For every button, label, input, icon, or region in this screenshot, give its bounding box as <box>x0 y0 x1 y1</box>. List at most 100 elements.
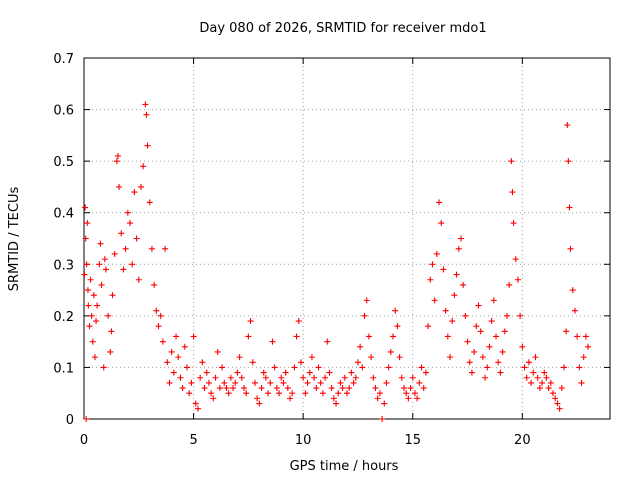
data-point <box>471 348 478 355</box>
data-point <box>510 220 517 227</box>
data-point <box>392 307 399 314</box>
data-point <box>550 390 557 397</box>
data-point <box>466 359 473 366</box>
data-point <box>383 379 390 386</box>
data-point <box>490 297 497 304</box>
data-point <box>143 111 150 118</box>
data-point <box>414 395 421 402</box>
data-point <box>234 369 241 376</box>
grid-lines <box>84 58 610 419</box>
data-point <box>256 400 263 407</box>
data-point <box>357 343 364 350</box>
x-tick-labels: 0 5 10 15 20 <box>80 433 531 448</box>
data-point <box>368 354 375 361</box>
data-point <box>82 235 89 242</box>
data-point <box>532 354 539 361</box>
data-point <box>102 266 109 273</box>
data-point <box>317 379 324 386</box>
data-point <box>409 374 416 381</box>
y-tick-label: 0.2 <box>53 310 74 325</box>
data-point <box>565 158 572 165</box>
data-point <box>576 364 583 371</box>
data-point <box>84 220 91 227</box>
data-point <box>370 374 377 381</box>
y-axis-label: SRMTID / TECUs <box>7 187 22 292</box>
data-point <box>168 348 175 355</box>
data-point <box>433 250 440 257</box>
data-point <box>379 416 386 422</box>
data-point <box>181 343 188 350</box>
data-point <box>287 395 294 402</box>
data-point <box>411 390 418 397</box>
data-point <box>319 390 326 397</box>
data-point <box>348 369 355 376</box>
data-point <box>425 323 432 330</box>
data-point <box>83 261 90 268</box>
data-point <box>578 379 585 386</box>
data-point <box>269 338 276 345</box>
data-point <box>381 400 388 407</box>
data-point <box>186 390 193 397</box>
data-point <box>479 354 486 361</box>
data-point <box>127 220 134 227</box>
data-point <box>523 374 530 381</box>
data-point <box>90 292 97 299</box>
data-point <box>267 379 274 386</box>
data-point <box>484 364 491 371</box>
data-point <box>322 374 329 381</box>
data-point <box>293 333 300 340</box>
x-axis-label: GPS time / hours <box>290 459 399 474</box>
data-point <box>245 333 252 340</box>
data-point <box>482 374 489 381</box>
data-point <box>541 369 548 376</box>
data-point <box>536 385 543 392</box>
data-point <box>101 256 108 263</box>
data-point <box>407 385 414 392</box>
data-point <box>216 385 223 392</box>
data-point <box>144 142 151 149</box>
data-point <box>525 359 532 366</box>
data-point <box>543 374 550 381</box>
data-point <box>574 333 581 340</box>
data-point <box>199 359 206 366</box>
data-point <box>449 318 456 325</box>
data-point <box>475 302 482 309</box>
data-point <box>416 379 423 386</box>
data-point <box>530 369 537 376</box>
data-point <box>468 369 475 376</box>
data-point <box>306 369 313 376</box>
data-point <box>203 369 210 376</box>
data-point <box>398 374 405 381</box>
data-point <box>109 292 116 299</box>
data-point <box>175 354 182 361</box>
data-point <box>302 390 309 397</box>
data-point <box>254 395 261 402</box>
data-point <box>91 354 98 361</box>
data-point <box>330 395 337 402</box>
data-point <box>98 281 105 288</box>
data-point <box>84 287 91 294</box>
data-point <box>547 379 554 386</box>
data-point <box>374 395 381 402</box>
data-point <box>462 312 469 319</box>
data-point <box>120 266 127 273</box>
data-point <box>219 364 226 371</box>
data-point <box>585 343 592 350</box>
data-point <box>344 390 350 397</box>
data-point <box>142 101 149 108</box>
data-point <box>86 323 93 330</box>
data-point <box>497 369 504 376</box>
data-point <box>188 379 195 386</box>
data-point <box>308 354 315 361</box>
data-point <box>271 364 278 371</box>
data-point <box>297 359 304 366</box>
data-point <box>582 333 589 340</box>
x-tick-label: 0 <box>80 433 88 448</box>
data-point <box>350 379 357 386</box>
data-point <box>177 374 184 381</box>
data-point <box>335 390 342 397</box>
data-point <box>403 390 410 397</box>
data-point <box>365 333 372 340</box>
data-point <box>451 292 458 299</box>
data-point <box>427 276 434 283</box>
